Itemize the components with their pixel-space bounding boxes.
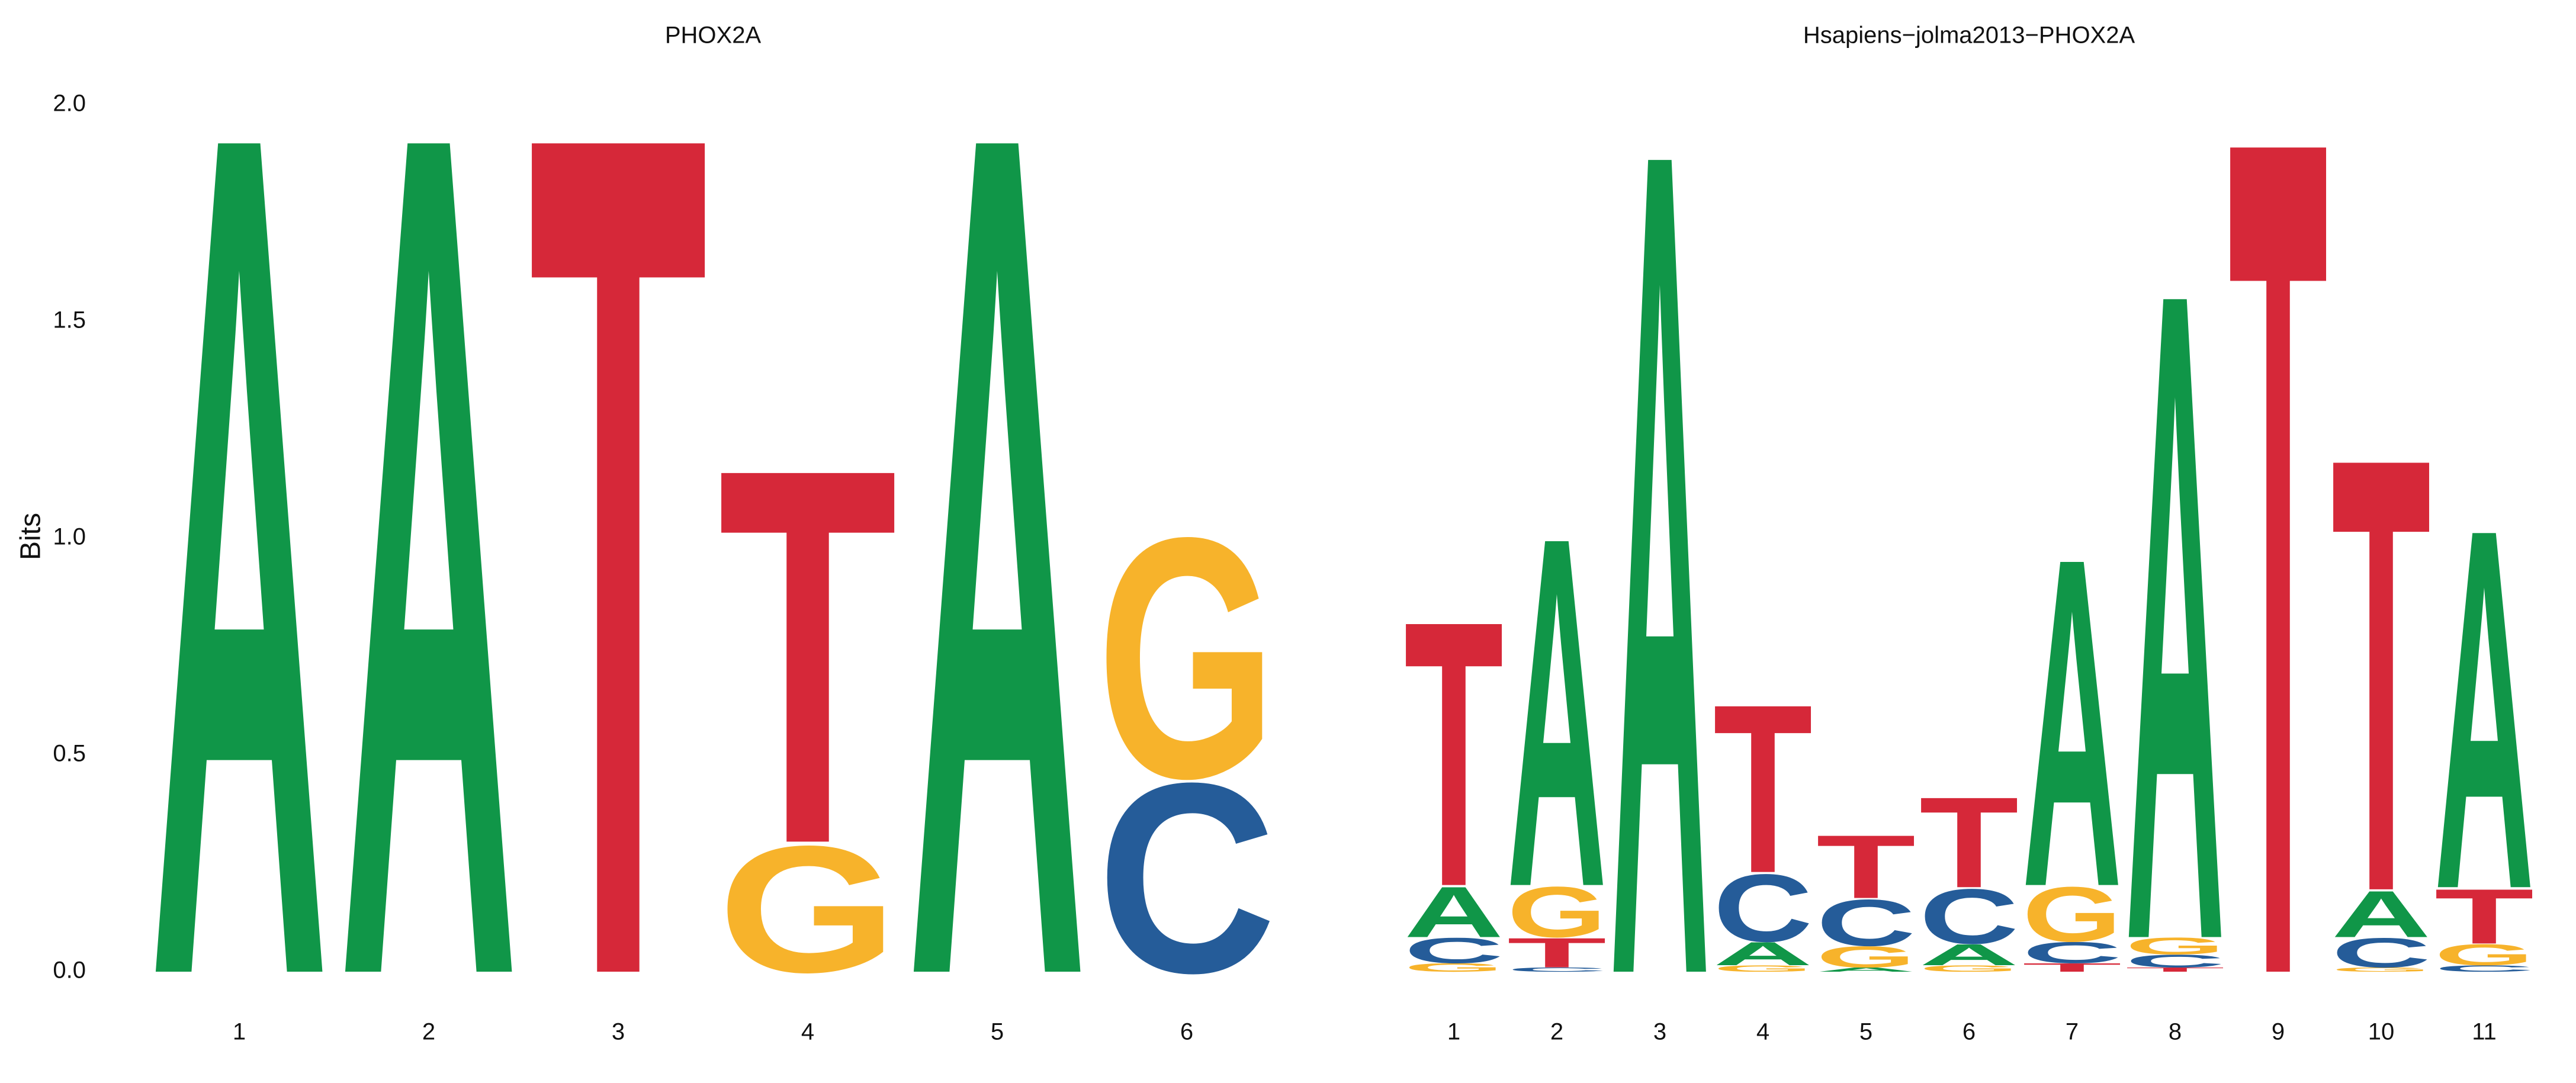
letter: A <box>1404 872 1504 953</box>
letter: G <box>2022 870 2122 958</box>
x-tick-label: 2 <box>422 1019 435 1045</box>
letter: A <box>2331 877 2431 951</box>
letter: C <box>2022 936 2122 969</box>
letter: G <box>1507 872 1607 953</box>
letter: A <box>1713 935 1813 972</box>
letter: T <box>529 0 708 1083</box>
x-tick-label: 1 <box>233 1019 246 1045</box>
letter: T <box>2022 961 2122 975</box>
letter: A <box>150 0 329 1083</box>
x-tick-label: 10 <box>2368 1019 2395 1045</box>
y-tick-label: 0.5 <box>53 741 86 767</box>
x-tick-label: 4 <box>801 1019 814 1045</box>
x-tick-label: 7 <box>2066 1019 2079 1045</box>
letter: A <box>2434 421 2534 996</box>
letter: T <box>1816 817 1916 917</box>
y-tick-label: 1.5 <box>53 307 86 333</box>
letter: G <box>1097 466 1277 850</box>
letter: T <box>2434 873 2534 960</box>
letter: C <box>1919 873 2019 960</box>
letter: A <box>2125 99 2225 1083</box>
x-tick-label: 9 <box>2272 1019 2285 1045</box>
letter: T <box>1404 542 1504 966</box>
letter: T <box>2125 966 2225 973</box>
letter: A <box>1816 966 1916 973</box>
letter: A <box>2022 460 2122 985</box>
x-tick-label: 2 <box>1550 1019 1563 1045</box>
x-tick-label: 6 <box>1180 1019 1193 1045</box>
letter: G <box>2331 966 2431 973</box>
chart-title: Hsapiens−jolma2013−PHOX2A <box>1803 23 2135 49</box>
x-tick-label: 3 <box>612 1019 625 1045</box>
x-tick-label: 5 <box>1859 1019 1872 1045</box>
y-tick-label: 0.0 <box>53 957 86 984</box>
letter: C <box>1404 930 1504 970</box>
letter: G <box>1713 963 1813 973</box>
letter: C <box>1816 886 1916 960</box>
chart-title: PHOX2A <box>665 23 762 49</box>
letter: T <box>2331 329 2431 1021</box>
letter: T <box>718 356 898 956</box>
letter: T <box>1919 770 2019 915</box>
letter: T <box>1507 929 1607 976</box>
letter: A <box>1919 938 2019 972</box>
letter: T <box>2228 0 2328 1083</box>
letter: C <box>1713 854 1813 962</box>
letter: C <box>2125 951 2225 971</box>
letter: A <box>1507 433 1607 991</box>
y-tick-label: 1.0 <box>53 524 86 550</box>
letter: G <box>718 808 898 1010</box>
x-tick-label: 11 <box>2472 1019 2497 1045</box>
y-axis-label: Bits <box>15 513 47 560</box>
y-tick-label: 2.0 <box>53 91 86 117</box>
x-tick-label: 1 <box>1447 1019 1460 1045</box>
letter: G <box>1404 961 1504 975</box>
letter: A <box>1610 0 1710 1083</box>
letter: G <box>1816 940 1916 974</box>
letter: T <box>1713 654 1813 924</box>
x-tick-label: 4 <box>1756 1019 1769 1045</box>
letter: G <box>2125 933 2225 960</box>
letter: G <box>1919 963 2019 973</box>
letter: C <box>1097 727 1277 1030</box>
x-tick-label: 3 <box>1653 1019 1666 1045</box>
x-tick-label: 6 <box>1962 1019 1976 1045</box>
letter: C <box>1507 966 1607 973</box>
letter: A <box>908 0 1087 1083</box>
x-tick-label: 5 <box>991 1019 1004 1045</box>
letter: G <box>2434 938 2534 972</box>
letter: C <box>2434 963 2534 973</box>
letter: C <box>2331 930 2431 976</box>
letter: A <box>339 0 519 1083</box>
x-tick-label: 8 <box>2169 1019 2182 1045</box>
